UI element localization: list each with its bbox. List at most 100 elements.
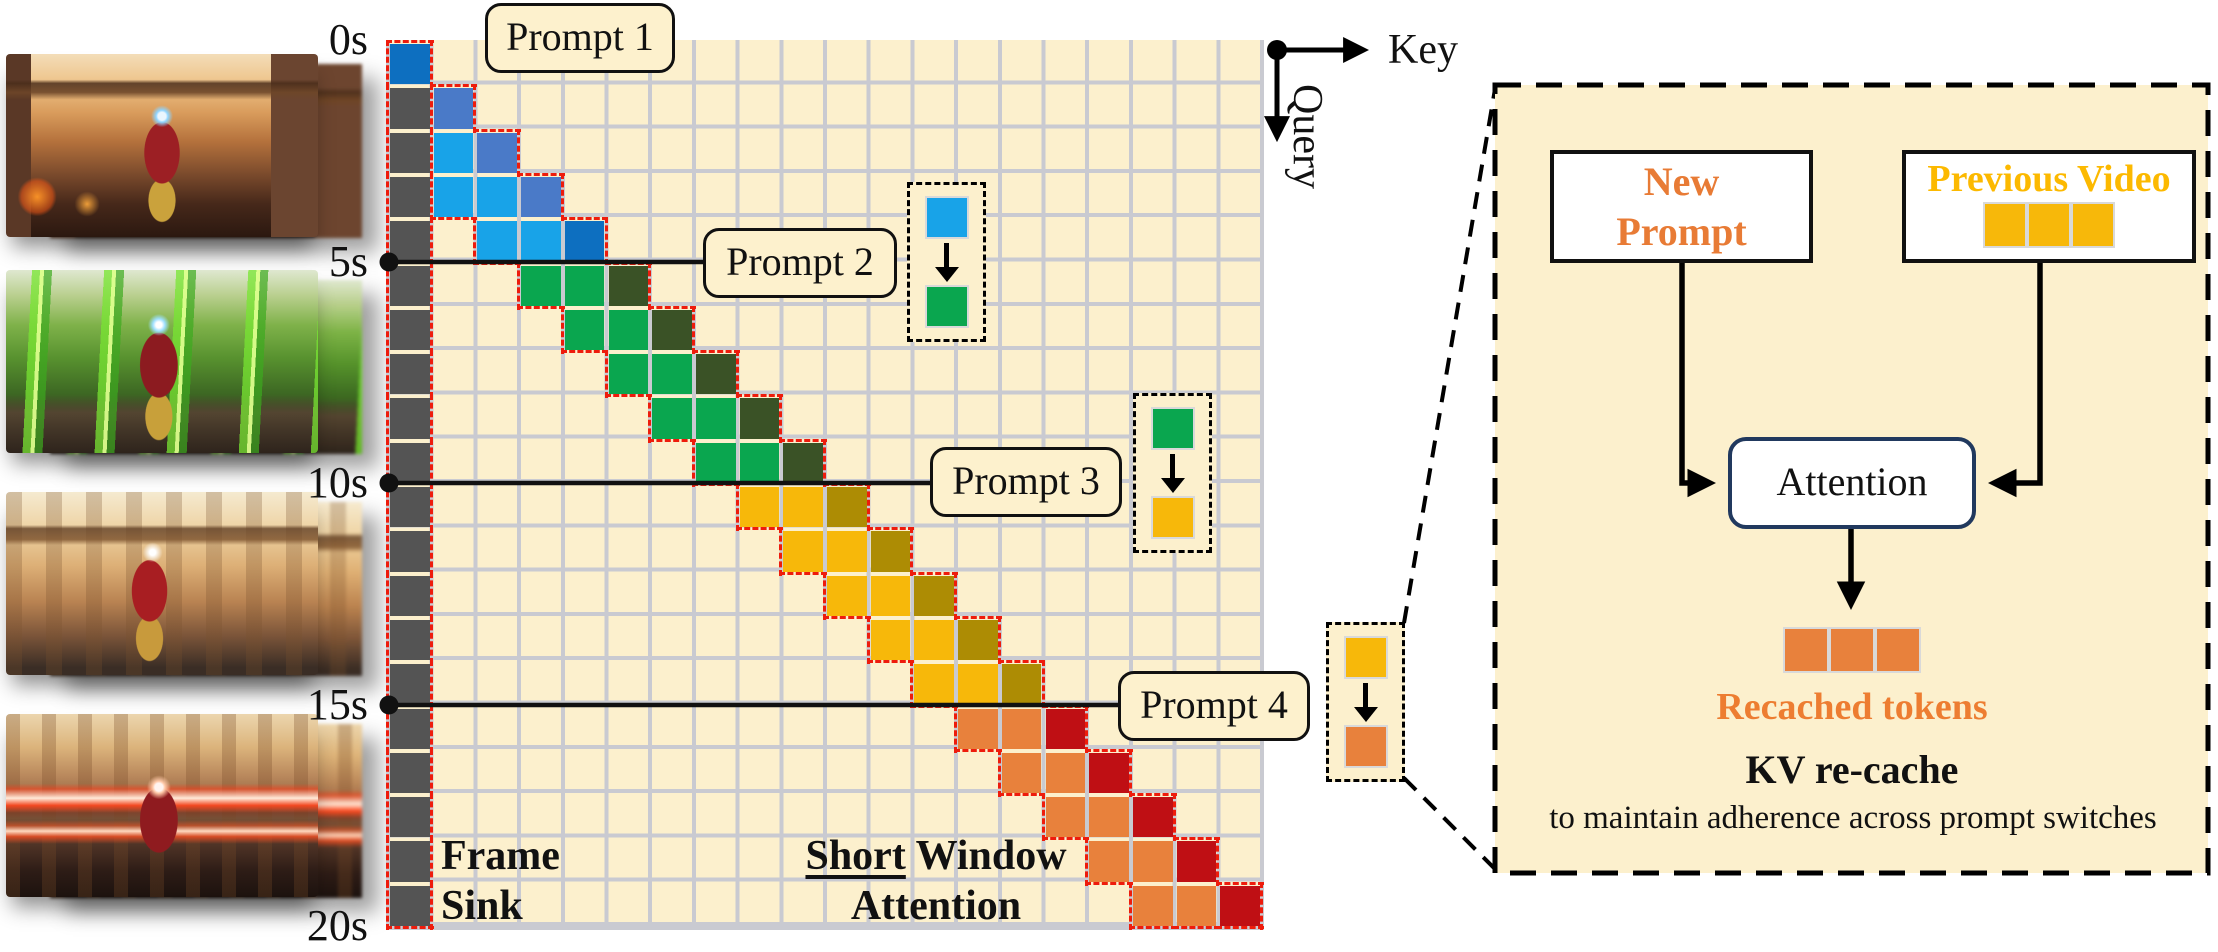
down-arrow-icon	[1363, 683, 1368, 707]
window-outline	[735, 350, 739, 399]
window-outline	[429, 172, 433, 222]
sink-cell	[390, 797, 430, 838]
sink-cell	[390, 132, 430, 173]
legend-from-swatch	[924, 196, 969, 239]
grid-cell	[390, 44, 430, 85]
grid-cell	[958, 619, 998, 661]
window-outline	[1085, 748, 1133, 752]
window-outline	[429, 40, 433, 89]
arrow-previous-video-to-attention	[1987, 263, 2043, 498]
window-outline	[1041, 837, 1090, 841]
window-outline	[429, 84, 433, 133]
grid-cell	[608, 354, 649, 395]
prompt-4-label: Prompt 4	[1118, 671, 1310, 741]
grid-cell	[695, 354, 736, 395]
window-outline	[954, 615, 1002, 619]
window-outline	[560, 217, 609, 221]
video-frame-3-image	[6, 492, 318, 675]
window-outline	[386, 350, 389, 399]
window-outline	[429, 527, 433, 576]
timestamp-15s: 15s	[306, 680, 368, 729]
window-outline	[386, 704, 389, 753]
video-frame-2-image	[6, 270, 318, 453]
video-frame-4	[6, 714, 362, 898]
grid-cell	[1132, 841, 1173, 882]
timestamp-20s: 20s	[306, 901, 368, 950]
window-outline	[386, 217, 389, 266]
window-outline	[429, 793, 433, 842]
window-outline	[386, 615, 389, 665]
window-outline	[473, 261, 522, 265]
short-window-line2: Attention	[850, 883, 1022, 929]
sink-cell	[390, 176, 430, 218]
window-outline	[429, 615, 433, 665]
recached-token	[1783, 627, 1829, 673]
window-outline	[386, 881, 389, 930]
sink-cell	[390, 309, 430, 351]
window-outline	[866, 527, 915, 531]
grid-cell	[521, 221, 561, 262]
window-outline	[1041, 704, 1090, 708]
grid-cell	[608, 309, 649, 351]
new-prompt-line1: New	[1643, 159, 1720, 204]
window-outline	[429, 350, 433, 399]
window-outline	[910, 660, 914, 709]
prompt-1-label: Prompt 1	[485, 3, 675, 73]
legend-from-swatch	[1150, 407, 1195, 450]
window-outline	[429, 84, 478, 88]
grid-cell	[1045, 797, 1086, 838]
arrow-new-prompt-to-attention	[1679, 263, 1717, 498]
key-axis-label: Key	[1388, 27, 1458, 73]
window-outline	[779, 438, 827, 442]
query-axis-label: Query	[1284, 84, 1330, 189]
previous-video-token	[1983, 202, 2027, 248]
window-outline	[1172, 793, 1176, 842]
recached-token	[1829, 627, 1875, 673]
sink-cell	[390, 354, 430, 395]
grid-cell	[1176, 885, 1217, 926]
grid-cell	[783, 531, 823, 572]
window-outline	[386, 483, 389, 532]
grid-cell	[433, 132, 474, 173]
grid-cell	[652, 398, 692, 439]
window-outline	[1128, 793, 1177, 797]
sink-cell	[390, 885, 430, 926]
window-rest: Window	[905, 833, 1067, 879]
window-outline	[1128, 881, 1132, 930]
kv-recache-title: KV re-cache	[1745, 747, 1959, 792]
video-frame-3	[6, 492, 362, 676]
grid-cell	[1045, 708, 1086, 749]
window-outline	[1041, 660, 1045, 709]
window-outline	[1085, 881, 1133, 885]
video-frame-2	[6, 270, 362, 454]
window-outline	[386, 527, 389, 576]
grid-cell	[870, 575, 911, 616]
window-outline	[1216, 926, 1264, 929]
sink-cell	[390, 442, 430, 483]
grid-cell	[1089, 841, 1129, 882]
window-outline	[604, 394, 653, 398]
connector-bottom	[1402, 776, 1498, 872]
grid-cell	[1045, 752, 1086, 794]
grid-cell	[521, 265, 561, 306]
grid-cell	[827, 531, 867, 572]
window-outline	[386, 793, 389, 842]
grid-cell	[1001, 664, 1042, 705]
window-outline	[823, 571, 826, 620]
window-outline	[429, 483, 433, 532]
window-outline	[691, 483, 740, 486]
grid-cell	[652, 354, 692, 395]
grid-cell	[1176, 841, 1217, 882]
transition-legend-1	[907, 182, 986, 342]
window-outline	[386, 394, 389, 443]
window-outline	[823, 438, 826, 487]
legend-from-swatch	[1343, 636, 1388, 679]
window-outline	[429, 438, 433, 487]
window-outline	[517, 172, 565, 176]
window-outline	[1041, 793, 1045, 842]
grid-cell	[870, 531, 911, 572]
window-outline	[735, 527, 784, 531]
previous-video-token	[2027, 202, 2071, 248]
sink-cell	[390, 221, 430, 262]
window-outline	[386, 926, 434, 929]
